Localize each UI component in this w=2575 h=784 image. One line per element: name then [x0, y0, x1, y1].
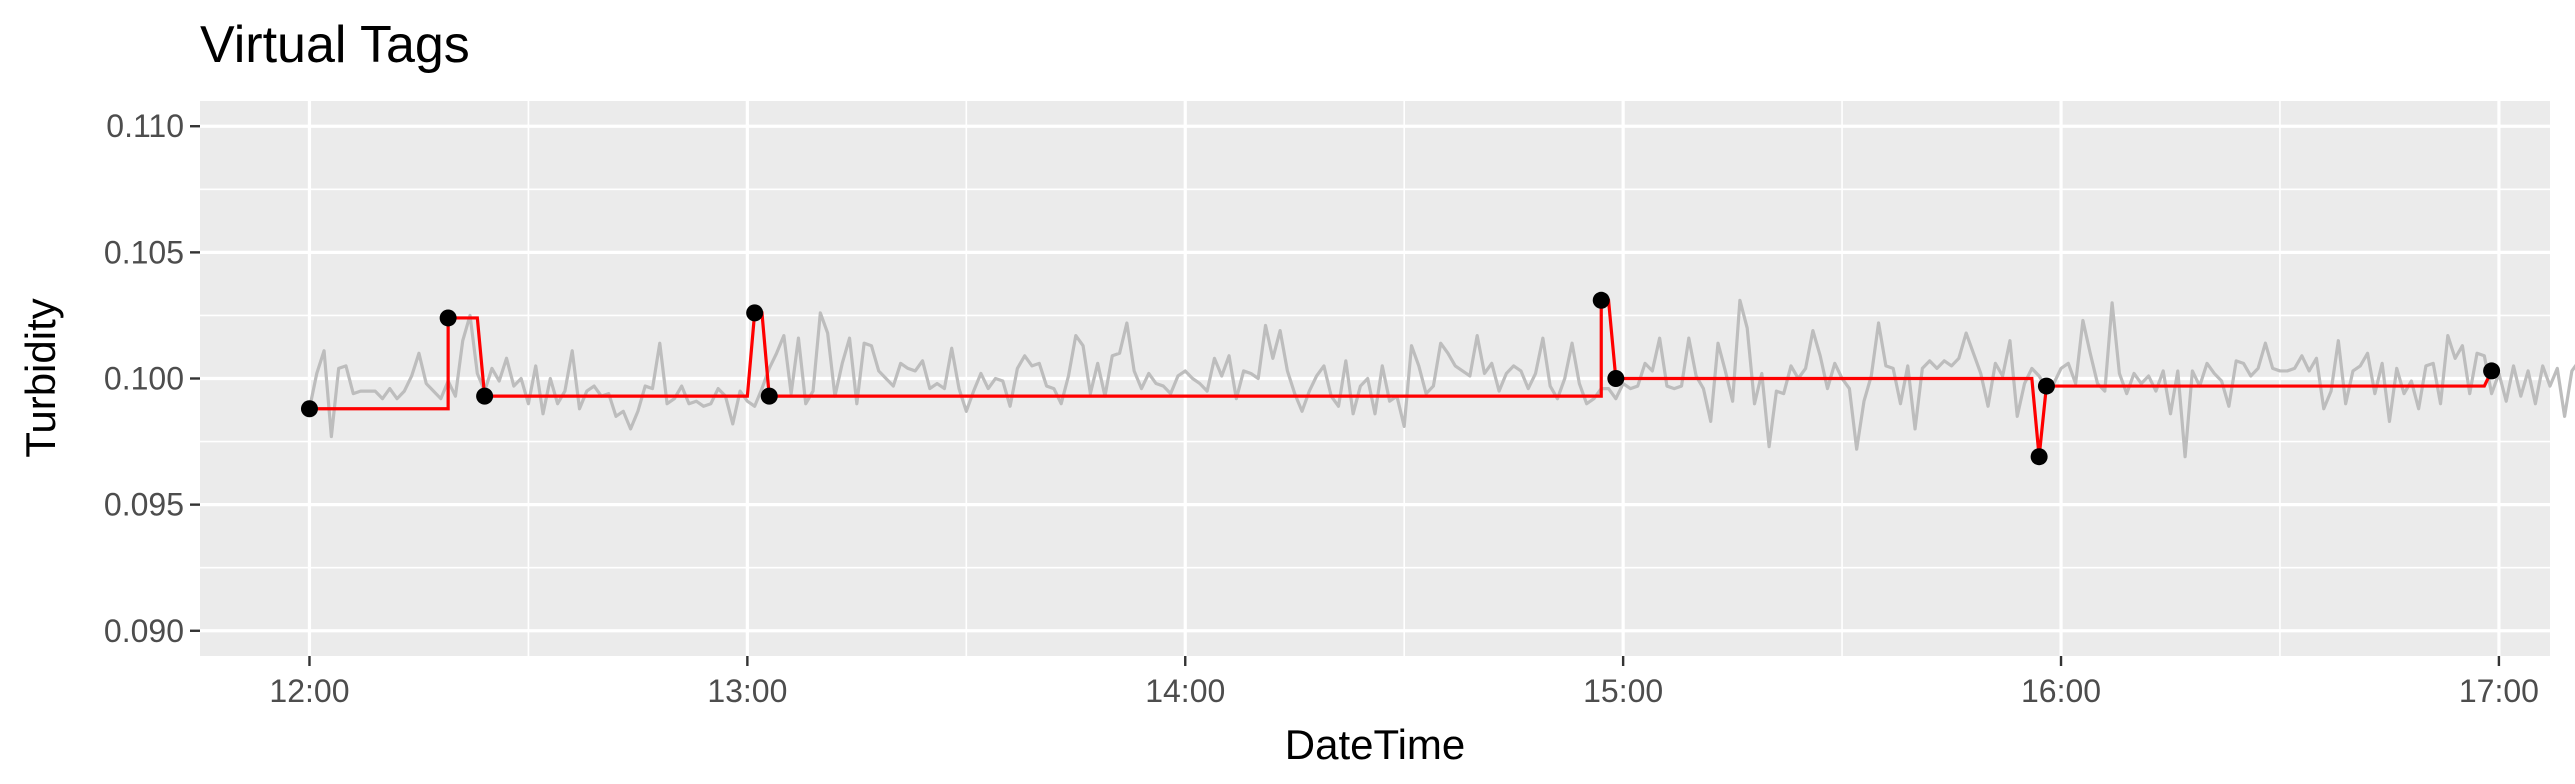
x-tick-label: 14:00	[1145, 673, 1225, 709]
event-point	[1607, 370, 1625, 387]
y-tick-label: 0.105	[104, 234, 184, 270]
x-axis: 12:00 13:00 14:00 15:00 16:00 17:00	[269, 656, 2539, 709]
y-tick-label: 0.100	[104, 361, 184, 397]
chart-title: Virtual Tags	[200, 16, 470, 74]
x-axis-title: DateTime	[1285, 721, 1466, 768]
major-gridlines	[200, 101, 2550, 656]
step-series-line	[309, 298, 2494, 457]
event-point	[2483, 362, 2501, 380]
event-point	[2037, 377, 2055, 395]
x-tick-label: 15:00	[1583, 673, 1663, 709]
raw-series-line	[307, 298, 2575, 459]
event-point	[2030, 448, 2048, 466]
y-axis: 0.090 0.095 0.100 0.105 0.110	[104, 108, 200, 649]
y-tick-label: 0.095	[104, 487, 184, 523]
y-tick-label: 0.090	[104, 613, 184, 649]
event-point	[300, 400, 318, 418]
event-point	[760, 387, 778, 405]
event-point	[439, 309, 457, 327]
minor-gridlines	[200, 101, 2550, 656]
event-point	[1592, 291, 1610, 309]
step-series	[309, 298, 2494, 457]
event-points	[300, 291, 2501, 466]
x-tick-label: 13:00	[707, 673, 787, 709]
y-tick-label: 0.110	[106, 108, 184, 144]
x-tick-label: 16:00	[2021, 673, 2101, 709]
event-point	[746, 304, 764, 322]
raw-series	[307, 298, 2575, 459]
x-tick-label: 17:00	[2459, 673, 2539, 709]
y-axis-title: Turbidity	[17, 298, 64, 458]
event-point	[476, 387, 494, 405]
x-tick-label: 12:00	[269, 673, 349, 709]
